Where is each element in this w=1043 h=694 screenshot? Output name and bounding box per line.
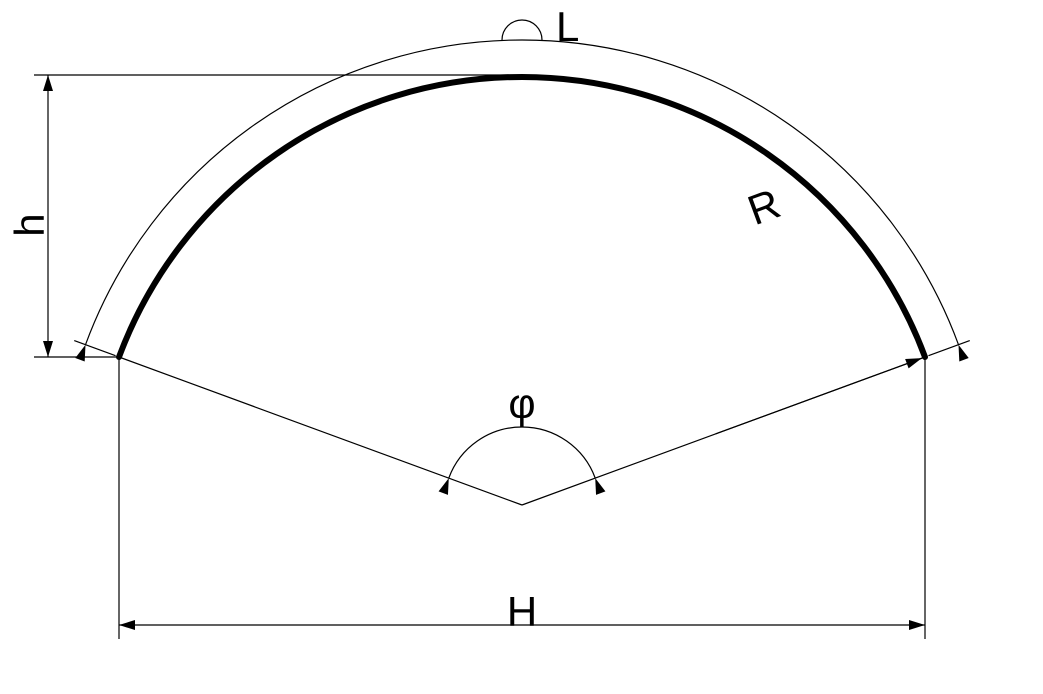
R-line <box>716 358 922 434</box>
arrow-head <box>909 620 925 630</box>
arrow-head <box>75 345 85 362</box>
L-bump <box>502 20 542 40</box>
arrow-head <box>43 75 53 91</box>
L-outer-arc <box>86 40 959 345</box>
arrow-head <box>43 341 53 357</box>
arrow-head <box>119 620 135 630</box>
main-arc <box>119 77 925 357</box>
H-label: H <box>507 588 537 635</box>
R-label: R <box>741 180 786 235</box>
arrow-head <box>958 345 968 362</box>
arrow-head <box>439 478 449 495</box>
phi-arc <box>449 427 595 478</box>
radius-line-left <box>119 357 522 505</box>
phi-label: φ <box>508 380 535 427</box>
h-label: h <box>6 213 53 236</box>
arrow-head <box>905 358 922 368</box>
arrow-head <box>595 478 605 495</box>
L-label: L <box>556 3 579 50</box>
diagram-svg: Hh R Lφ <box>0 0 1043 694</box>
